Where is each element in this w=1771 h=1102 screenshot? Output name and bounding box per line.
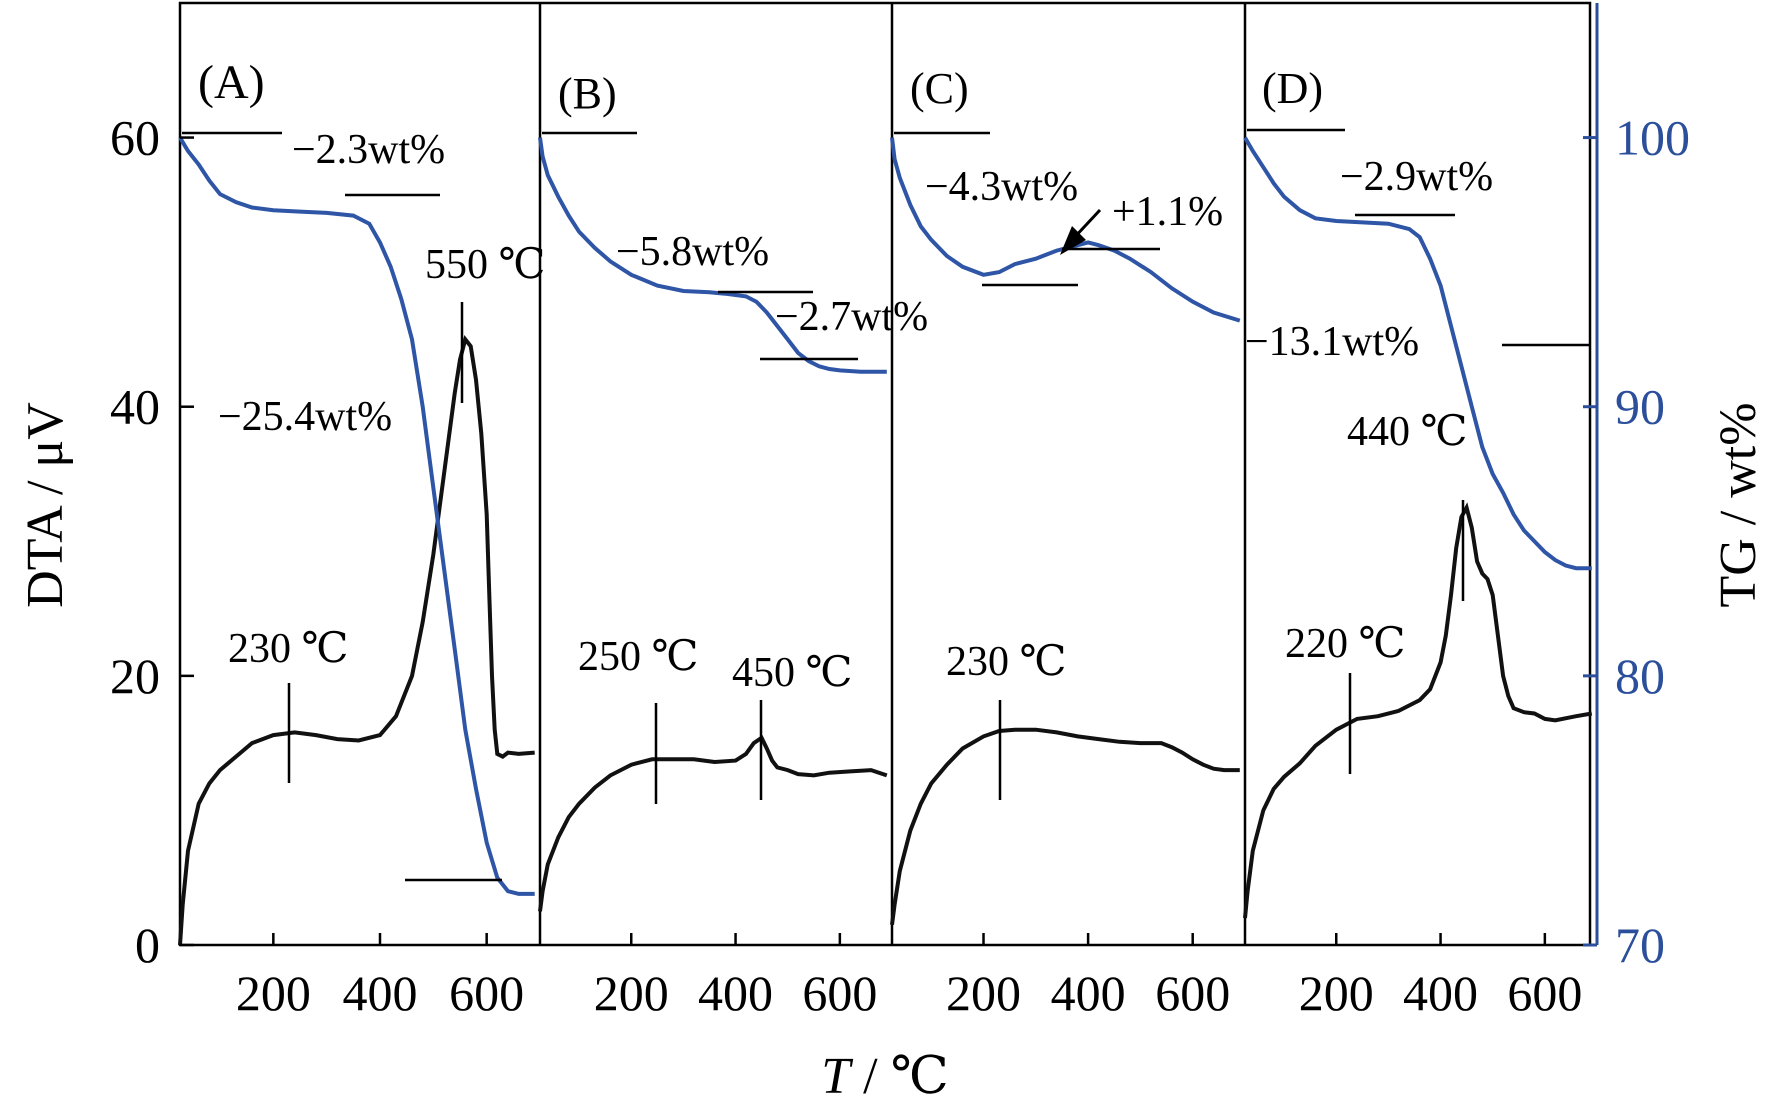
ticks-layer: 200 400 600 200 400 600 200 400 600 200 400 600 0 20 4… <box>110 110 1690 1021</box>
panel-label-d: (D) <box>1262 64 1323 113</box>
temp-label-b-450: 450 ℃ <box>732 650 852 696</box>
temp-label-b-250: 250 ℃ <box>578 634 698 680</box>
x-tick-label-d-400: 400 <box>1403 965 1478 1021</box>
x-tick-label-c-600: 600 <box>1155 965 1230 1021</box>
x-tick-label-b-400: 400 <box>698 965 773 1021</box>
temp-label-a-230: 230 ℃ <box>228 626 348 672</box>
y-axis-right-title: TG / wt% <box>1710 402 1767 607</box>
dta-curve-a <box>178 335 535 946</box>
x-tick-label-a-200: 200 <box>236 965 311 1021</box>
annotation-a-mass-loss-2: −25.4wt% <box>218 394 392 440</box>
temp-label-d-440: 440 ℃ <box>1347 409 1467 455</box>
y-left-tick-label-0: 0 <box>135 917 160 973</box>
x-axis-title-italic: T <box>821 1048 853 1102</box>
x-tick-label-c-400: 400 <box>1051 965 1126 1021</box>
tg-curve-d <box>1243 136 1592 571</box>
y-right-tick-label-70: 70 <box>1615 917 1665 973</box>
x-tick-label-b-200: 200 <box>594 965 669 1021</box>
y-left-tick-label-40: 40 <box>110 379 160 435</box>
x-axis-title: T / ℃ <box>821 1048 949 1102</box>
y-left-tick-label-60: 60 <box>110 110 160 166</box>
x-tick-label-c-200: 200 <box>946 965 1021 1021</box>
annotation-c-mass-gain: +1.1% <box>1112 189 1223 235</box>
panel-label-a: (A) <box>198 56 265 109</box>
x-tick-label-d-600: 600 <box>1507 965 1582 1021</box>
tg-curve-a <box>178 136 535 896</box>
panel-label-c: (C) <box>910 64 969 113</box>
annotation-c-mass-loss: −4.3wt% <box>925 164 1078 210</box>
dta-curve-d <box>1243 502 1593 919</box>
annotation-d-mass-loss: −2.9wt% <box>1340 154 1493 200</box>
temp-label-a-550: 550 ℃ <box>425 242 545 288</box>
plot-frame <box>178 1 1592 947</box>
annotation-b-mass-loss-1: −5.8wt% <box>616 229 769 275</box>
curves-layer <box>178 136 1593 946</box>
annotation-a-mass-loss-1: −2.3wt% <box>292 127 445 173</box>
temp-label-d-220: 220 ℃ <box>1285 621 1405 667</box>
y-right-tick-label-100: 100 <box>1615 110 1690 166</box>
dta-curve-b <box>538 734 888 912</box>
y-right-tick-label-90: 90 <box>1615 379 1665 435</box>
x-axis-title-unit: / ℃ <box>850 1048 949 1102</box>
y-right-tick-label-80: 80 <box>1615 648 1665 704</box>
temp-label-c-230: 230 ℃ <box>946 639 1066 685</box>
arrow-head-c <box>1060 226 1086 255</box>
tg-curve-c <box>890 137 1241 323</box>
annotation-b-mass-loss-2: −2.7wt% <box>775 294 928 340</box>
x-tick-label-b-600: 600 <box>802 965 877 1021</box>
x-tick-label-a-400: 400 <box>343 965 418 1021</box>
y-left-tick-label-20: 20 <box>110 648 160 704</box>
annotation-c-mass-loss-total: −13.1wt% <box>1245 319 1419 365</box>
panel-label-b: (B) <box>558 69 617 118</box>
dta-curve-c <box>890 727 1240 926</box>
x-tick-label-d-200: 200 <box>1299 965 1374 1021</box>
y-axis-left-title: DTA / μV <box>17 402 74 608</box>
x-tick-label-a-600: 600 <box>449 965 524 1021</box>
tg-curve-b <box>538 137 887 374</box>
